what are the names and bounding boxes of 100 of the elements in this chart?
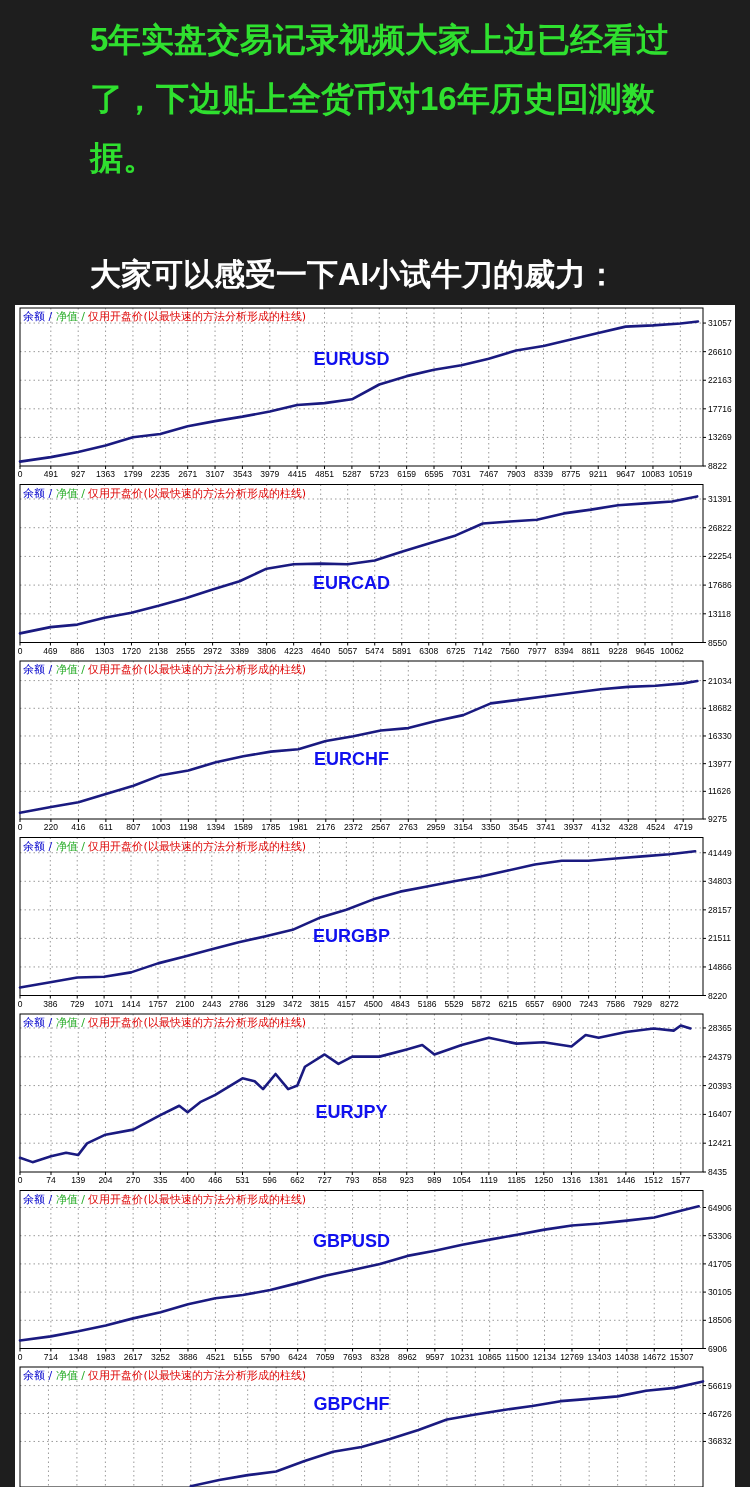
- x-tick-label: 1983: [96, 1351, 116, 1362]
- x-tick-label: 7693: [343, 1351, 363, 1362]
- x-tick-label: 6595: [424, 469, 444, 479]
- x-tick-label: 4843: [390, 998, 410, 1009]
- text: EURCHF: [314, 749, 389, 770]
- annotation: 余额 /: [23, 1369, 53, 1382]
- x-tick-label: 793: [345, 1175, 360, 1185]
- x-tick-label: 4157: [336, 998, 357, 1009]
- y-tick-label: 30105: [708, 1287, 732, 1298]
- x-tick-label: 3886: [178, 1351, 198, 1362]
- y-tick-label: 24379: [708, 1051, 732, 1062]
- y-tick-label: 6906: [708, 1343, 728, 1354]
- x-tick-label: 1381: [589, 1175, 609, 1185]
- x-tick-label: 8775: [561, 469, 581, 479]
- x-tick-label: 1071: [94, 998, 114, 1009]
- text: EURCAD: [312, 572, 391, 593]
- x-tick-label: 3741: [536, 822, 556, 832]
- x-tick-label: 11500: [505, 1351, 529, 1362]
- line-series: [18, 320, 700, 463]
- x-tick-label: 531: [235, 1175, 250, 1185]
- x-tick-label: 12769: [560, 1351, 585, 1362]
- annotation: 净值 /: [52, 663, 86, 676]
- x-tick-label: 3107: [205, 469, 225, 479]
- annotation: 仅用开盘价(以最快速的方法分析形成的柱线): [84, 1192, 306, 1206]
- line-series: [189, 1380, 705, 1487]
- x-tick-label: 3350: [481, 822, 501, 832]
- x-tick-label: 10231: [450, 1351, 475, 1362]
- x-tick-label: 5872: [471, 998, 491, 1009]
- y-tick-label: 17686: [708, 580, 732, 591]
- x-tick-label: 400: [180, 1175, 195, 1185]
- y-tick-label: 8220: [708, 990, 728, 1001]
- x-tick-label: 2617: [123, 1351, 143, 1362]
- annotation: 仅用开盘价(以最快速的方法分析形成的柱线): [84, 486, 306, 500]
- x-tick-label: 6557: [525, 998, 545, 1009]
- y-tick-label: 21511: [708, 933, 732, 944]
- x-tick-label: 4415: [287, 469, 307, 479]
- text: EURUSD: [313, 348, 390, 369]
- x-tick-label: 2138: [149, 645, 169, 656]
- line-series: [18, 1205, 700, 1342]
- x-tick-label: 335: [153, 1175, 168, 1185]
- y-tick-label: 41449: [708, 847, 732, 858]
- y-tick-label: 22163: [708, 375, 732, 386]
- y-tick-label: 26610: [708, 346, 732, 357]
- x-tick-label: 662: [290, 1175, 305, 1185]
- x-tick-label: 1316: [561, 1175, 582, 1185]
- x-tick-label: 466: [208, 1175, 223, 1185]
- x-tick-label: 3806: [257, 645, 277, 656]
- y-tick-label: 16330: [708, 730, 732, 741]
- x-tick-label: 5790: [260, 1351, 281, 1362]
- x-tick-label: 220: [43, 822, 59, 832]
- x-tick-label: 1348: [68, 1351, 88, 1362]
- y-tick-label: 41705: [708, 1258, 732, 1269]
- x-tick-label: 204: [98, 1175, 113, 1185]
- x-tick-label: 1785: [261, 822, 281, 832]
- annotation: 仅用开盘价(以最快速的方法分析形成的柱线): [84, 839, 306, 853]
- x-tick-label: 7903: [506, 469, 526, 479]
- y-tick-label: 56619: [708, 1380, 732, 1391]
- x-tick-label: 10062: [660, 645, 685, 656]
- x-tick-label: 4132: [591, 822, 611, 832]
- x-tick-label: 4521: [205, 1351, 226, 1362]
- x-tick-label: 3389: [230, 645, 250, 656]
- x-tick-label: 2786: [229, 998, 249, 1009]
- x-tick-label: 9228: [608, 645, 628, 656]
- x-tick-label: 3815: [310, 998, 330, 1009]
- y-tick-label: 20393: [708, 1080, 732, 1091]
- x-tick-label: 5287: [342, 469, 362, 479]
- x-tick-label: 6725: [446, 645, 466, 656]
- x-tick-label: 5186: [417, 998, 437, 1009]
- y-tick-label: 36832: [708, 1436, 732, 1447]
- x-tick-label: 270: [126, 1175, 141, 1185]
- x-tick-label: 3154: [453, 822, 473, 832]
- x-tick-label: 139: [71, 1175, 86, 1185]
- x-tick-label: 1757: [148, 998, 168, 1009]
- x-tick-label: 5057: [338, 645, 358, 656]
- x-tick-label: 3543: [232, 469, 253, 479]
- x-tick-label: 2100: [175, 998, 195, 1009]
- annotation: 净值 /: [52, 839, 86, 853]
- x-tick-label: 0: [17, 645, 23, 656]
- x-tick-label: 10865: [477, 1351, 502, 1362]
- x-tick-label: 469: [43, 645, 58, 656]
- y-tick-label: 9275: [708, 814, 728, 824]
- x-tick-label: 729: [70, 998, 85, 1009]
- x-tick-label: 416: [71, 822, 86, 832]
- y-tick-label: 26822: [708, 522, 732, 533]
- x-tick-label: 3979: [260, 469, 280, 479]
- x-tick-label: 8394: [554, 645, 574, 656]
- y-tick-label: 34803: [708, 876, 732, 887]
- line-series: [18, 679, 699, 815]
- x-tick-label: 8328: [370, 1351, 390, 1362]
- x-tick-label: 807: [126, 822, 141, 832]
- x-tick-label: 1577: [671, 1175, 691, 1185]
- x-tick-label: 5474: [365, 645, 385, 656]
- x-tick-label: 13403: [587, 1351, 612, 1362]
- annotation: 余额 /: [23, 1016, 53, 1029]
- x-tick-label: 1003: [151, 822, 171, 832]
- x-tick-label: 10519: [668, 469, 693, 479]
- y-tick-label: 28365: [708, 1022, 732, 1033]
- y-tick-label: 22254: [708, 551, 732, 562]
- x-tick-label: 2972: [203, 645, 223, 656]
- x-tick-label: 8272: [659, 998, 680, 1009]
